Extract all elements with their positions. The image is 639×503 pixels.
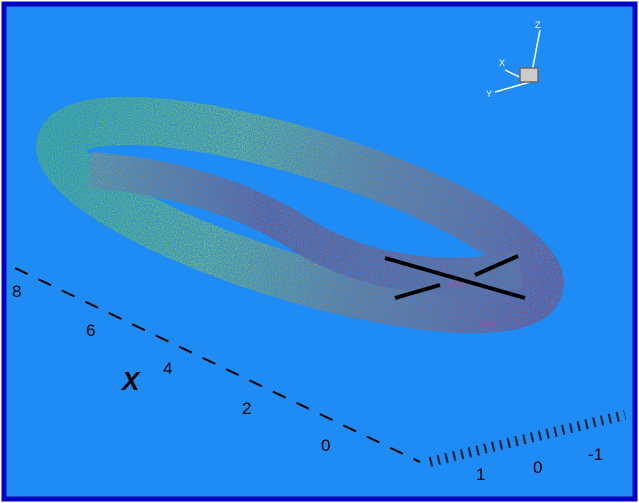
x-tick-label: 4 <box>163 359 172 378</box>
viewer: 8 6 4 2 0 X 1 0 -1 Z X Y <box>0 0 639 503</box>
orientation-label: X <box>499 58 505 68</box>
y-tick-label: 1 <box>476 465 485 484</box>
y-tick-label: -1 <box>588 445 603 464</box>
orientation-label: Z <box>535 20 541 30</box>
x-axis-title: X <box>120 366 141 396</box>
y-tick-label: 0 <box>533 458 542 477</box>
x-tick-label: 0 <box>321 436 330 455</box>
x-tick-label: 2 <box>242 399 251 418</box>
orientation-label: Y <box>486 89 492 99</box>
x-tick-label: 8 <box>12 282 21 301</box>
plot: 8 6 4 2 0 X 1 0 -1 Z X Y <box>0 0 639 503</box>
x-tick-label: 6 <box>86 321 95 340</box>
